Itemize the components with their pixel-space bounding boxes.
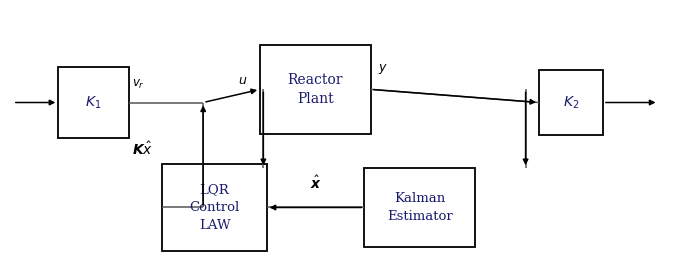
Bar bbox=[163, 164, 266, 251]
Text: $u$: $u$ bbox=[238, 74, 247, 87]
Text: LQR
Control
LAW: LQR Control LAW bbox=[189, 183, 240, 232]
Text: $K_2$: $K_2$ bbox=[563, 94, 579, 111]
Bar bbox=[364, 168, 475, 247]
Text: $y$: $y$ bbox=[378, 62, 388, 76]
Bar bbox=[58, 67, 129, 138]
Text: $K_1$: $K_1$ bbox=[85, 94, 102, 111]
Text: Reactor
Plant: Reactor Plant bbox=[287, 73, 343, 106]
Text: Kalman
Estimator: Kalman Estimator bbox=[387, 192, 453, 223]
Text: $\boldsymbol{K\hat{x}}$: $\boldsymbol{K\hat{x}}$ bbox=[132, 141, 153, 158]
Bar bbox=[539, 70, 603, 135]
Bar bbox=[260, 45, 371, 134]
Text: $\hat{\boldsymbol{x}}$: $\hat{\boldsymbol{x}}$ bbox=[310, 175, 321, 192]
Text: $v_r$: $v_r$ bbox=[132, 78, 145, 91]
